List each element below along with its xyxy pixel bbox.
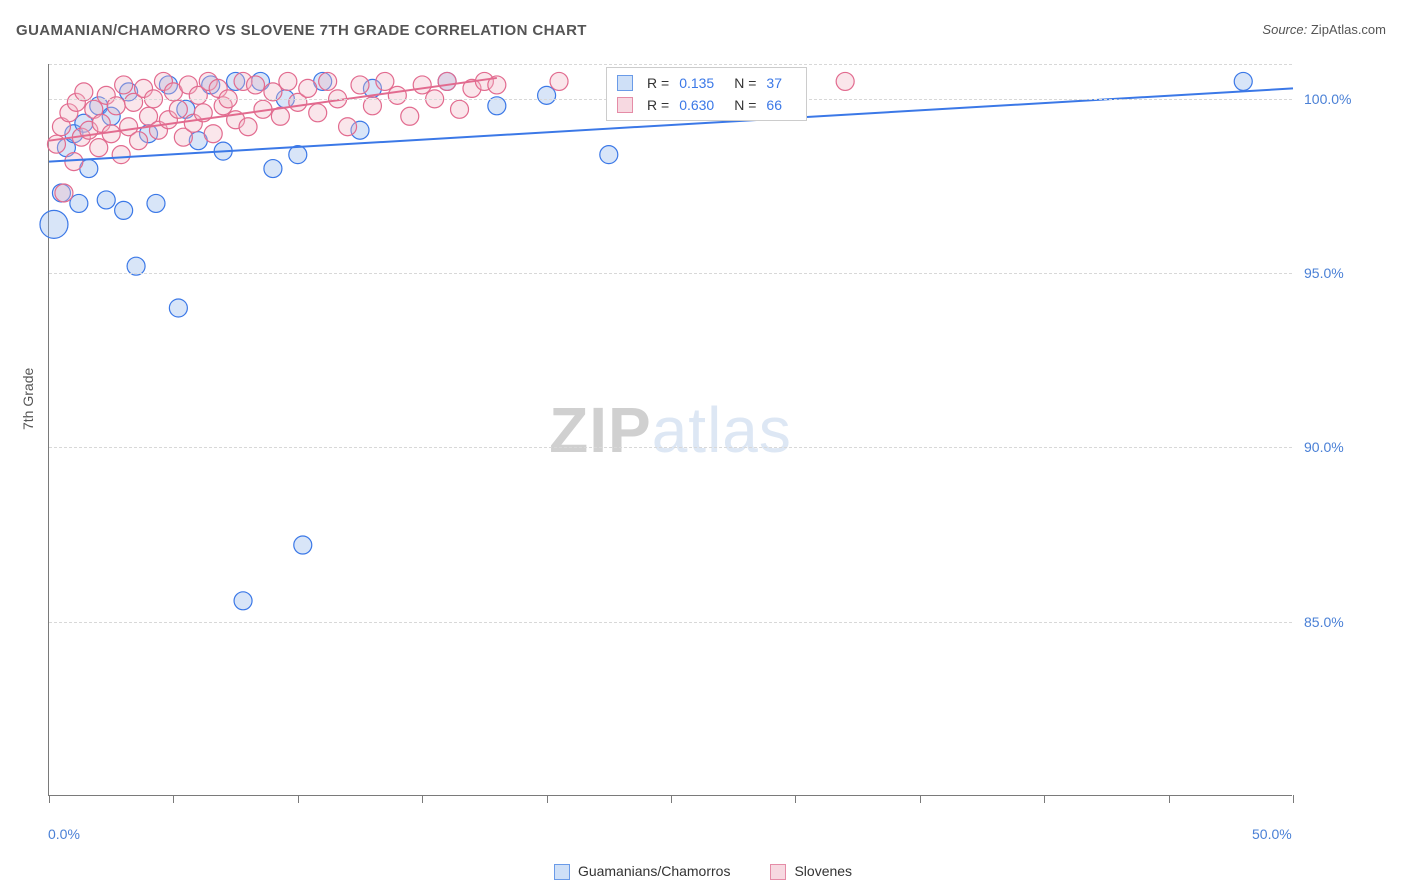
gridline-h — [49, 447, 1292, 448]
legend-N-label: N = — [734, 72, 756, 94]
legend-swatch — [617, 75, 633, 91]
legend-N-value: 66 — [766, 94, 782, 116]
legend-swatch — [617, 97, 633, 113]
data-point — [309, 104, 327, 122]
data-point — [388, 86, 406, 104]
y-tick-label: 90.0% — [1304, 439, 1344, 455]
source-value: ZipAtlas.com — [1311, 22, 1386, 37]
legend-N-value: 37 — [766, 72, 782, 94]
data-point — [204, 125, 222, 143]
data-point — [239, 118, 257, 136]
data-point — [319, 72, 337, 90]
data-point — [90, 139, 108, 157]
data-point — [600, 146, 618, 164]
x-tick — [795, 795, 796, 803]
data-point — [97, 191, 115, 209]
legend-stats-row: R = 0.630 N = 66 — [617, 94, 796, 116]
source-attribution: Source: ZipAtlas.com — [1262, 22, 1386, 37]
x-tick-label: 0.0% — [48, 826, 80, 842]
data-point — [234, 592, 252, 610]
chart-title: GUAMANIAN/CHAMORRO VS SLOVENE 7TH GRADE … — [16, 22, 587, 39]
data-point — [376, 72, 394, 90]
y-tick-label: 95.0% — [1304, 265, 1344, 281]
data-point — [115, 201, 133, 219]
data-point — [112, 146, 130, 164]
data-point — [264, 160, 282, 178]
x-tick — [422, 795, 423, 803]
x-tick — [1293, 795, 1294, 803]
legend-stats-row: R = 0.135 N = 37 — [617, 72, 796, 94]
legend-label: Guamanians/Chamorros — [578, 863, 731, 879]
data-point — [299, 79, 317, 97]
data-point — [351, 76, 369, 94]
y-tick-label: 85.0% — [1304, 614, 1344, 630]
data-point — [147, 194, 165, 212]
legend-R-label: R = — [647, 94, 669, 116]
data-point — [247, 76, 265, 94]
data-point — [339, 118, 357, 136]
data-point — [130, 132, 148, 150]
legend-label: Slovenes — [794, 863, 852, 879]
data-point — [550, 72, 568, 90]
legend-R-value: 0.630 — [679, 94, 714, 116]
gridline-h — [49, 64, 1292, 65]
plot-svg — [49, 64, 1292, 795]
x-tick — [49, 795, 50, 803]
data-point — [279, 72, 297, 90]
gridline-h — [49, 273, 1292, 274]
data-point — [413, 76, 431, 94]
data-point — [169, 299, 187, 317]
legend-swatch — [770, 864, 786, 880]
gridline-h — [49, 622, 1292, 623]
legend-bottom: Guamanians/Chamorros Slovenes — [0, 863, 1406, 880]
data-point — [1234, 72, 1252, 90]
x-tick — [298, 795, 299, 803]
data-point — [169, 100, 187, 118]
data-point — [115, 76, 133, 94]
data-point — [451, 100, 469, 118]
legend-swatch — [554, 864, 570, 880]
legend-item: Guamanians/Chamorros — [554, 863, 731, 880]
plot-area: ZIPatlas R =0.135N =37R =0.630N =66 — [48, 64, 1292, 796]
data-point — [294, 536, 312, 554]
x-tick — [173, 795, 174, 803]
x-tick — [1044, 795, 1045, 803]
legend-R-label: R = — [647, 72, 669, 94]
data-point — [40, 210, 68, 238]
data-point — [55, 184, 73, 202]
legend-R-value: 0.135 — [679, 72, 714, 94]
x-tick — [671, 795, 672, 803]
legend-item: Slovenes — [770, 863, 852, 880]
data-point — [438, 72, 456, 90]
legend-N-label: N = — [734, 94, 756, 116]
data-point — [836, 72, 854, 90]
y-tick-label: 100.0% — [1304, 91, 1351, 107]
x-tick — [547, 795, 548, 803]
data-point — [401, 107, 419, 125]
legend-stats: R = 0.135 N = 37 R = 0.630 N = 66 — [606, 67, 807, 121]
x-tick — [1169, 795, 1170, 803]
x-tick-label: 50.0% — [1252, 826, 1292, 842]
chart-container: GUAMANIAN/CHAMORRO VS SLOVENE 7TH GRADE … — [0, 0, 1406, 892]
data-point — [65, 153, 83, 171]
y-axis-title: 7th Grade — [20, 368, 36, 430]
data-point — [538, 86, 556, 104]
source-label: Source: — [1262, 22, 1307, 37]
x-tick — [920, 795, 921, 803]
